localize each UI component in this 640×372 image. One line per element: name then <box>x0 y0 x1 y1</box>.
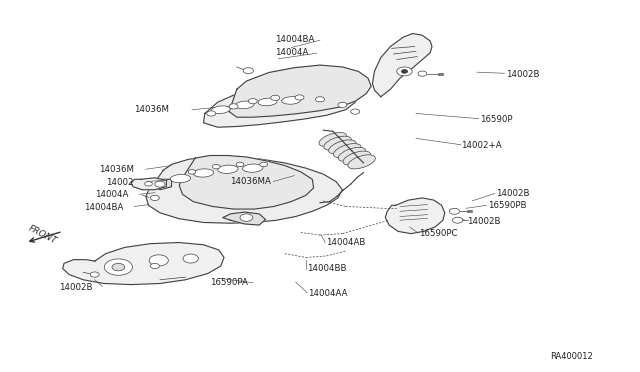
Circle shape <box>449 208 460 214</box>
Circle shape <box>401 70 408 73</box>
Ellipse shape <box>170 174 191 183</box>
Polygon shape <box>372 33 432 97</box>
Ellipse shape <box>324 136 351 150</box>
Ellipse shape <box>338 147 366 161</box>
Text: 16590PA: 16590PA <box>210 278 248 287</box>
Circle shape <box>212 164 220 169</box>
Ellipse shape <box>328 140 356 154</box>
Text: 14036MA: 14036MA <box>230 177 271 186</box>
Text: 14036M: 14036M <box>134 105 170 114</box>
Circle shape <box>243 68 253 74</box>
Polygon shape <box>229 65 371 117</box>
Ellipse shape <box>258 98 277 106</box>
Circle shape <box>240 214 253 221</box>
Ellipse shape <box>343 151 371 165</box>
Text: 14002+A: 14002+A <box>461 141 501 150</box>
Circle shape <box>260 162 268 167</box>
Ellipse shape <box>333 144 361 158</box>
Circle shape <box>338 102 347 108</box>
Ellipse shape <box>282 97 301 104</box>
Circle shape <box>155 181 165 187</box>
Circle shape <box>236 162 244 167</box>
Text: 14002B: 14002B <box>59 283 92 292</box>
Polygon shape <box>385 198 445 234</box>
Circle shape <box>90 272 99 277</box>
Ellipse shape <box>193 169 214 177</box>
Text: 14002B: 14002B <box>467 217 500 226</box>
Circle shape <box>183 254 198 263</box>
Polygon shape <box>204 84 358 127</box>
Text: RA400012: RA400012 <box>550 352 593 361</box>
Circle shape <box>418 71 427 76</box>
Ellipse shape <box>211 106 230 113</box>
Circle shape <box>397 67 412 76</box>
Circle shape <box>188 170 196 174</box>
Ellipse shape <box>348 155 376 169</box>
Text: 14004AB: 14004AB <box>326 238 366 247</box>
Polygon shape <box>63 243 224 285</box>
Text: 14004BA: 14004BA <box>84 203 124 212</box>
Polygon shape <box>223 212 266 225</box>
Text: 16590P: 16590P <box>480 115 513 124</box>
Polygon shape <box>179 155 314 209</box>
Circle shape <box>112 263 125 271</box>
Text: 14004BA: 14004BA <box>275 35 315 44</box>
Text: FRONT: FRONT <box>26 223 58 246</box>
Circle shape <box>150 263 159 269</box>
Text: 14004A: 14004A <box>95 190 128 199</box>
Circle shape <box>452 217 463 223</box>
Circle shape <box>149 255 168 266</box>
Text: 14004BB: 14004BB <box>307 264 347 273</box>
Text: 16590PC: 16590PC <box>419 229 458 238</box>
Ellipse shape <box>218 165 238 173</box>
Text: 14004A: 14004A <box>275 48 308 57</box>
Circle shape <box>248 99 257 104</box>
Text: 14004AA: 14004AA <box>308 289 348 298</box>
Circle shape <box>351 109 360 114</box>
Text: 14002B: 14002B <box>506 70 539 79</box>
Polygon shape <box>148 179 172 190</box>
Circle shape <box>271 95 280 100</box>
Circle shape <box>295 95 304 100</box>
Circle shape <box>145 182 152 186</box>
Ellipse shape <box>319 132 347 147</box>
Text: 14002: 14002 <box>106 178 133 187</box>
Ellipse shape <box>243 164 263 172</box>
Text: 14002B: 14002B <box>496 189 529 198</box>
Ellipse shape <box>235 101 254 109</box>
Polygon shape <box>146 157 342 223</box>
Text: 14036M: 14036M <box>99 165 134 174</box>
Circle shape <box>229 104 238 109</box>
Text: 16590PB: 16590PB <box>488 201 526 210</box>
Circle shape <box>104 259 132 275</box>
Circle shape <box>316 97 324 102</box>
Circle shape <box>207 111 216 116</box>
Polygon shape <box>131 178 166 190</box>
Circle shape <box>150 195 159 201</box>
